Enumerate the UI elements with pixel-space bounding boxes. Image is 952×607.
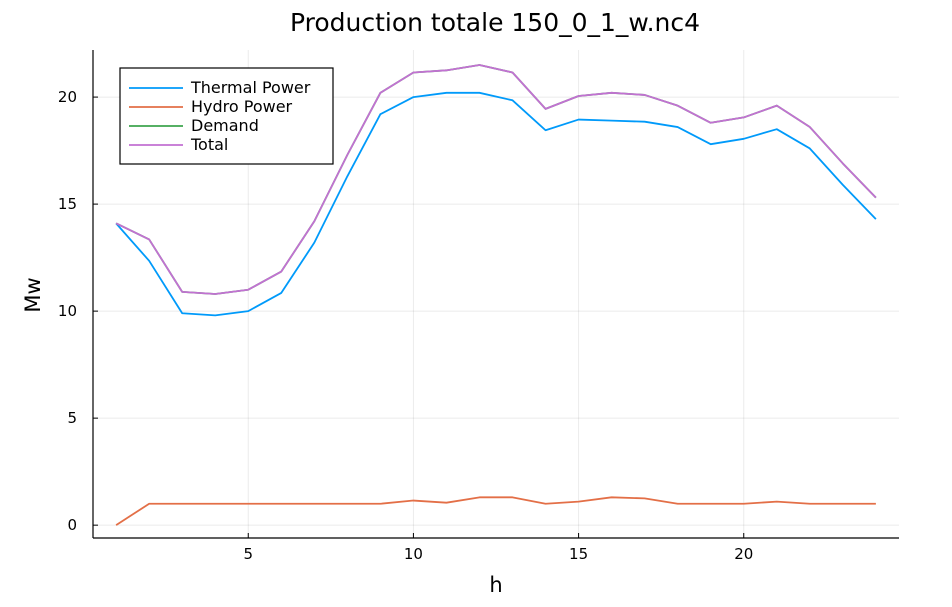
y-tick-label-10: 10 <box>58 302 77 320</box>
legend-label-total: Total <box>190 135 228 154</box>
series-line-total <box>115 64 877 295</box>
legend: Thermal Power Hydro Power Demand Total <box>119 67 334 165</box>
series-layer <box>115 64 877 526</box>
x-axis-label: h <box>489 573 502 597</box>
y-tick-label-15: 15 <box>58 195 77 213</box>
ticks: 5 10 15 20 0 5 10 15 20 <box>58 88 753 563</box>
legend-box <box>119 67 334 165</box>
series-line-thermal-power <box>115 91 877 317</box>
series-line-hydro-power <box>115 496 876 526</box>
axes <box>92 50 899 539</box>
x-tick-label-15: 15 <box>569 545 588 563</box>
y-tick-label-20: 20 <box>58 88 77 106</box>
legend-label-hydro-power: Hydro Power <box>191 97 293 116</box>
x-tick-label-10: 10 <box>404 545 423 563</box>
legend-label-thermal-power: Thermal Power <box>190 78 311 97</box>
y-tick-label-0: 0 <box>67 516 77 534</box>
x-tick-label-5: 5 <box>243 545 253 563</box>
x-tick-label-20: 20 <box>734 545 753 563</box>
legend-label-demand: Demand <box>191 116 259 135</box>
y-axis-label: Mw <box>21 277 45 312</box>
chart-title: Production totale 150_0_1_w.nc4 <box>290 8 700 37</box>
y-tick-label-5: 5 <box>67 409 77 427</box>
